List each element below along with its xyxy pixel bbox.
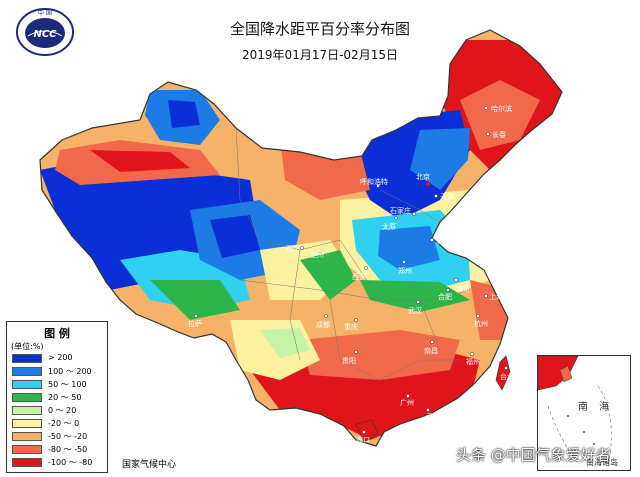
legend-label: 20 ～ 50 xyxy=(48,393,82,402)
city-label-beijing: 北京 xyxy=(416,173,430,181)
city-label-zhengzhou: 郑州 xyxy=(398,267,412,275)
legend-swatch xyxy=(12,393,42,402)
city-label-xian: 西安 xyxy=(352,273,366,281)
china-border xyxy=(39,29,563,447)
legend-swatch xyxy=(12,354,42,363)
inset-sea-label: 南 海 xyxy=(578,402,614,413)
city-label-tianjin: 天津 xyxy=(440,193,454,201)
ncc-logo: NCC 中 国 xyxy=(16,8,74,56)
legend-swatch xyxy=(12,445,42,454)
legend-label: -20 ～ 0 xyxy=(48,419,80,428)
legend-row: -80 ～ -50 xyxy=(12,445,107,455)
city-label-hangzhou: 杭州 xyxy=(474,320,488,328)
legend-swatch xyxy=(12,432,42,441)
city-label-guiyang: 贵阳 xyxy=(342,357,356,365)
legend-label: 50 ～ 100 xyxy=(48,380,87,389)
city-label-wuhan: 武汉 xyxy=(408,307,422,315)
legend-swatch xyxy=(12,419,42,428)
city-label-huhehaote: 呼和浩特 xyxy=(360,178,388,186)
city-label-chengdu: 成都 xyxy=(316,321,330,329)
city-label-changchun: 长春 xyxy=(492,131,506,139)
legend-label: -100 ～ -80 xyxy=(48,458,93,467)
city-label-taibei: 台北 xyxy=(500,373,514,381)
city-label-lanzhou: 兰州 xyxy=(310,251,324,259)
legend-row: -20 ～ 0 xyxy=(12,419,107,429)
legend-title: 图 例 xyxy=(44,327,70,340)
city-label-taiyuan: 太原 xyxy=(382,223,396,231)
legend-row: 20 ～ 50 xyxy=(12,393,107,403)
legend-row: > 200 xyxy=(12,353,107,364)
city-label-lasa: 拉萨 xyxy=(188,320,202,328)
city-label-fuzhou: 福州 xyxy=(466,358,480,366)
logo-top-text: 中 国 xyxy=(38,9,52,17)
legend-unit: (单位:%) xyxy=(11,342,44,351)
legend-label: -80 ～ -50 xyxy=(48,445,88,454)
inset-islands-label: 南海诸岛 xyxy=(586,458,618,467)
city-label-guangzhou: 广州 xyxy=(400,399,414,407)
legend-label: 100 ～ 200 xyxy=(48,367,92,376)
city-label-jinan: 济南 xyxy=(436,237,450,245)
legend-label: 0 ～ 20 xyxy=(48,406,77,415)
logo-text: NCC xyxy=(33,29,57,40)
legend-row: 50 ～ 100 xyxy=(12,380,107,390)
legend-swatch xyxy=(12,367,42,376)
map-title: 全国降水距平百分率分布图 xyxy=(229,20,410,38)
south-china-sea-inset: 南 海 南海诸岛 xyxy=(537,355,631,471)
legend-row: -50 ～ -20 xyxy=(12,432,107,442)
legend-row: 0 ～ 20 xyxy=(12,406,107,416)
legend-row: 100 ～ 200 xyxy=(12,367,107,377)
province-borders xyxy=(235,127,471,381)
legend-label: > 200 xyxy=(48,353,73,362)
legend-swatch xyxy=(12,406,42,415)
city-label-chongqing: 重庆 xyxy=(344,323,358,331)
map-subtitle: 2019年01月17日-02月15日 xyxy=(242,48,398,62)
city-markers xyxy=(194,106,508,434)
legend-swatch xyxy=(12,380,42,389)
city-label-haerbin: 哈尔滨 xyxy=(491,105,512,113)
city-label-xianggang: 香港 xyxy=(426,413,440,421)
legend-label: -50 ～ -20 xyxy=(48,432,88,441)
city-label-shijiazhuang: 石家庄 xyxy=(390,207,411,215)
city-label-nanchang: 南昌 xyxy=(424,347,438,355)
inset-map xyxy=(538,356,612,467)
watermark: 头条 @中国气象爱好者 xyxy=(456,446,611,464)
map-legend: 图 例 (单位:%) > 200 100 ～ 200 50 ～ 100 20 ～ 50… xyxy=(6,321,108,473)
legend-swatch xyxy=(12,458,42,467)
city-label-nanjing: 南京 xyxy=(456,285,470,293)
city-label-shanghai: 上海 xyxy=(489,293,503,301)
city-label-xining: 西宁 xyxy=(286,245,300,253)
taiwan-island xyxy=(495,355,511,391)
source-label: 国家气候中心 xyxy=(122,460,177,470)
hainan-island xyxy=(355,419,379,443)
city-label-hefei: 合肥 xyxy=(438,293,452,301)
legend-row: -100 ～ -80 xyxy=(12,458,107,468)
city-label-haikou: 海口 xyxy=(356,436,370,444)
